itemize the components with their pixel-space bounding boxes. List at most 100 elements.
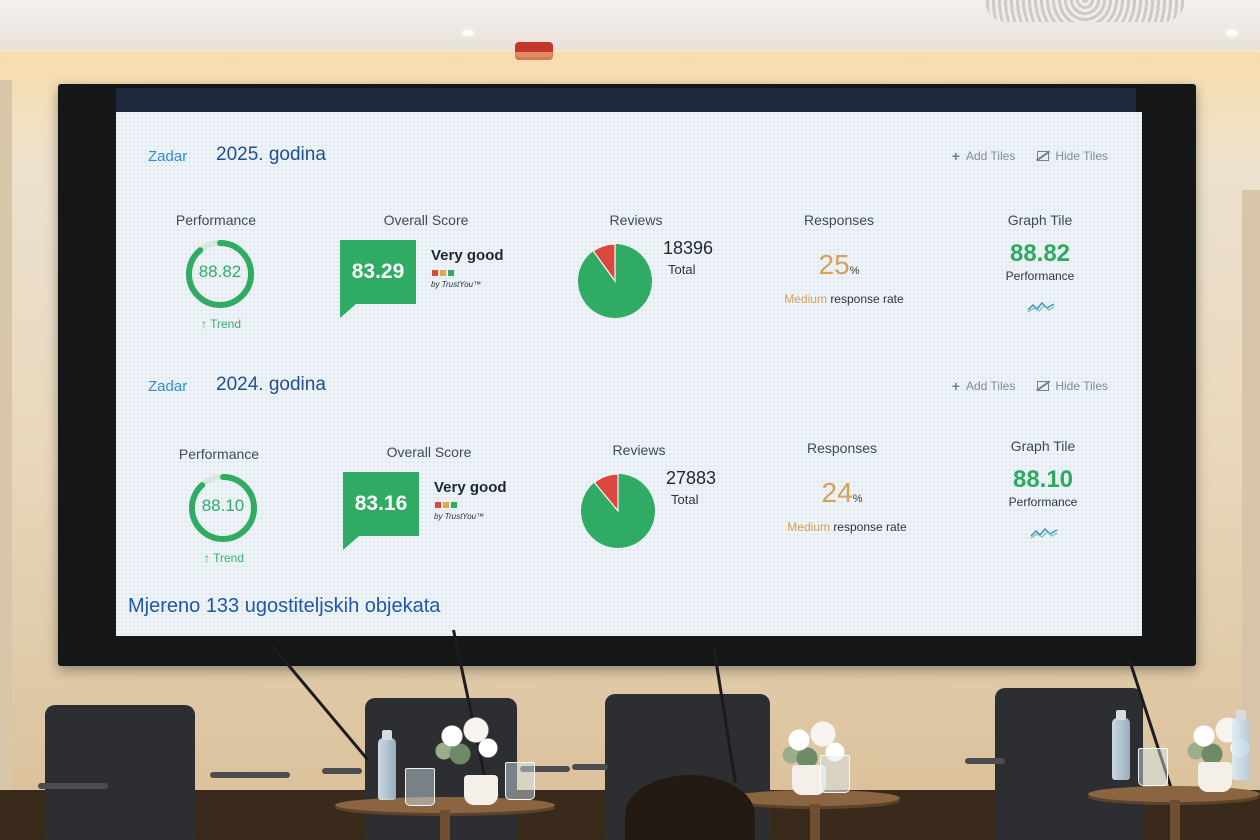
line-chart-icon[interactable] xyxy=(1027,300,1055,314)
performance-tile[interactable]: Performance 88.82 ↑ Trend xyxy=(116,212,316,352)
flower-vase xyxy=(464,775,498,805)
plus-icon: + xyxy=(951,148,960,164)
responses-unit: % xyxy=(852,493,863,505)
graph-tile[interactable]: Graph Tile 88.10 Performance xyxy=(943,438,1142,578)
performance-value: 88.82 xyxy=(198,262,242,281)
water-bottle xyxy=(1232,710,1250,780)
trustyou-provider: by TrustYou™ xyxy=(434,512,485,521)
trend-link[interactable]: ↑ Trend xyxy=(203,551,245,565)
hide-tiles-button[interactable]: Hide Tiles xyxy=(1037,378,1108,394)
responses-tile[interactable]: Responses 25% Medium response rate xyxy=(739,212,939,352)
trustyou-dots-icon xyxy=(432,270,454,276)
water-bottle xyxy=(378,730,396,800)
hide-tiles-icon xyxy=(1037,381,1050,391)
add-tiles-button[interactable]: + Add Tiles xyxy=(952,148,1016,164)
year-title: 2024. godina xyxy=(216,374,326,395)
reviews-total-value: 18396 xyxy=(663,238,714,258)
hide-tiles-button[interactable]: Hide Tiles xyxy=(1037,148,1108,164)
hide-tiles-icon xyxy=(1037,151,1050,161)
score-rating: Very good xyxy=(434,479,507,496)
header-actions: + Add Tiles Hide Tiles xyxy=(952,378,1108,394)
trustyou-dots-icon xyxy=(435,502,457,508)
water-bottle xyxy=(1112,710,1130,780)
responses-value: 24 xyxy=(821,477,853,508)
hide-tiles-label: Hide Tiles xyxy=(1055,379,1108,393)
performance-gauge-arc xyxy=(189,474,257,542)
overall-score-value: 83.16 xyxy=(354,492,408,515)
response-rate-text: response rate xyxy=(830,292,904,306)
tile-title: Overall Score xyxy=(386,444,472,460)
chair-arm xyxy=(38,783,108,789)
graph-tile-label: Performance xyxy=(1005,269,1075,283)
ceiling-light xyxy=(1226,30,1238,36)
tile-title: Overall Score xyxy=(383,212,469,228)
tile-title: Responses xyxy=(806,440,878,456)
side-table xyxy=(730,790,900,806)
reviews-tile[interactable]: Reviews 18396 Total xyxy=(536,212,736,352)
line-chart-icon[interactable] xyxy=(1030,526,1058,540)
side-table xyxy=(335,797,555,813)
tile-title: Graph Tile xyxy=(1007,212,1073,228)
response-level: Medium xyxy=(784,292,827,306)
city-label: Zadar xyxy=(148,378,188,395)
wall-pillar xyxy=(0,80,12,840)
table-leg xyxy=(440,810,450,840)
response-level: Medium xyxy=(787,520,830,534)
header-actions: + Add Tiles Hide Tiles xyxy=(952,148,1108,164)
response-rate-text: response rate xyxy=(833,520,907,534)
performance-tile[interactable]: Performance 88.10 ↑ Trend xyxy=(119,446,319,586)
flower-vase xyxy=(1198,762,1232,792)
overall-score-tile[interactable]: Overall Score 83.16 Very good by TrustYo… xyxy=(329,444,529,584)
chair-arm xyxy=(322,768,362,774)
chair-arm xyxy=(520,766,570,772)
reviews-pie-chart xyxy=(581,473,655,548)
armchair xyxy=(45,705,195,840)
dashboard-header-2024: Zadar 2024. godina + Add Tiles Hide Tile… xyxy=(116,370,1142,400)
performance-gauge-arc xyxy=(186,240,254,308)
trend-link[interactable]: ↑ Trend xyxy=(200,317,242,331)
negative-reviews-slice xyxy=(592,243,616,283)
overall-score-value: 83.29 xyxy=(351,260,405,283)
performance-gauge xyxy=(186,240,254,308)
year-title: 2025. godina xyxy=(216,144,326,165)
tile-title: Performance xyxy=(178,446,260,462)
responses-unit: % xyxy=(849,265,860,277)
hide-tiles-label: Hide Tiles xyxy=(1055,149,1108,163)
performance-value: 88.10 xyxy=(201,496,245,515)
graph-tile-label: Performance xyxy=(1008,495,1078,509)
responses-value: 25 xyxy=(818,249,850,280)
ceiling-light xyxy=(462,30,474,36)
reviews-total-label: Total xyxy=(668,262,696,277)
table-leg xyxy=(1170,800,1180,840)
ceiling xyxy=(0,0,1260,52)
table-leg xyxy=(810,804,820,840)
chair-arm xyxy=(210,772,290,778)
response-rate-label: Medium response rate xyxy=(739,292,949,306)
audience-head xyxy=(625,775,755,840)
responses-tile[interactable]: Responses 24% Medium response rate xyxy=(742,440,942,580)
graph-tile-value: 88.82 xyxy=(1009,240,1071,267)
chair-arm xyxy=(965,758,1005,764)
city-label: Zadar xyxy=(148,148,188,165)
water-glass xyxy=(1138,748,1168,786)
trustyou-provider: by TrustYou™ xyxy=(431,280,482,289)
responses-value-wrap: 24% xyxy=(742,477,942,509)
score-bubble: 83.29 xyxy=(340,240,416,318)
ceiling-vent xyxy=(985,0,1185,22)
add-tiles-button[interactable]: + Add Tiles xyxy=(952,378,1016,394)
water-glass xyxy=(820,755,850,793)
wall-pillar xyxy=(1242,190,1260,840)
overall-score-tile[interactable]: Overall Score 83.29 Very good by TrustYo… xyxy=(326,212,526,352)
response-rate-label: Medium response rate xyxy=(742,520,952,534)
tile-title: Graph Tile xyxy=(1010,438,1076,454)
add-tiles-label: Add Tiles xyxy=(965,379,1016,393)
dashboard-header-2025: Zadar 2025. godina + Add Tiles Hide Tile… xyxy=(116,140,1142,170)
graph-tile-value: 88.10 xyxy=(1012,466,1074,493)
reviews-pie-chart xyxy=(578,243,652,318)
screen-top-strip xyxy=(116,88,1136,112)
reviews-total-value: 27883 xyxy=(666,468,717,488)
score-bubble: 83.16 xyxy=(343,472,419,550)
graph-tile[interactable]: Graph Tile 88.82 Performance xyxy=(940,212,1140,352)
flower-arrangement xyxy=(428,712,508,772)
reviews-tile[interactable]: Reviews 27883 Total xyxy=(539,442,739,582)
